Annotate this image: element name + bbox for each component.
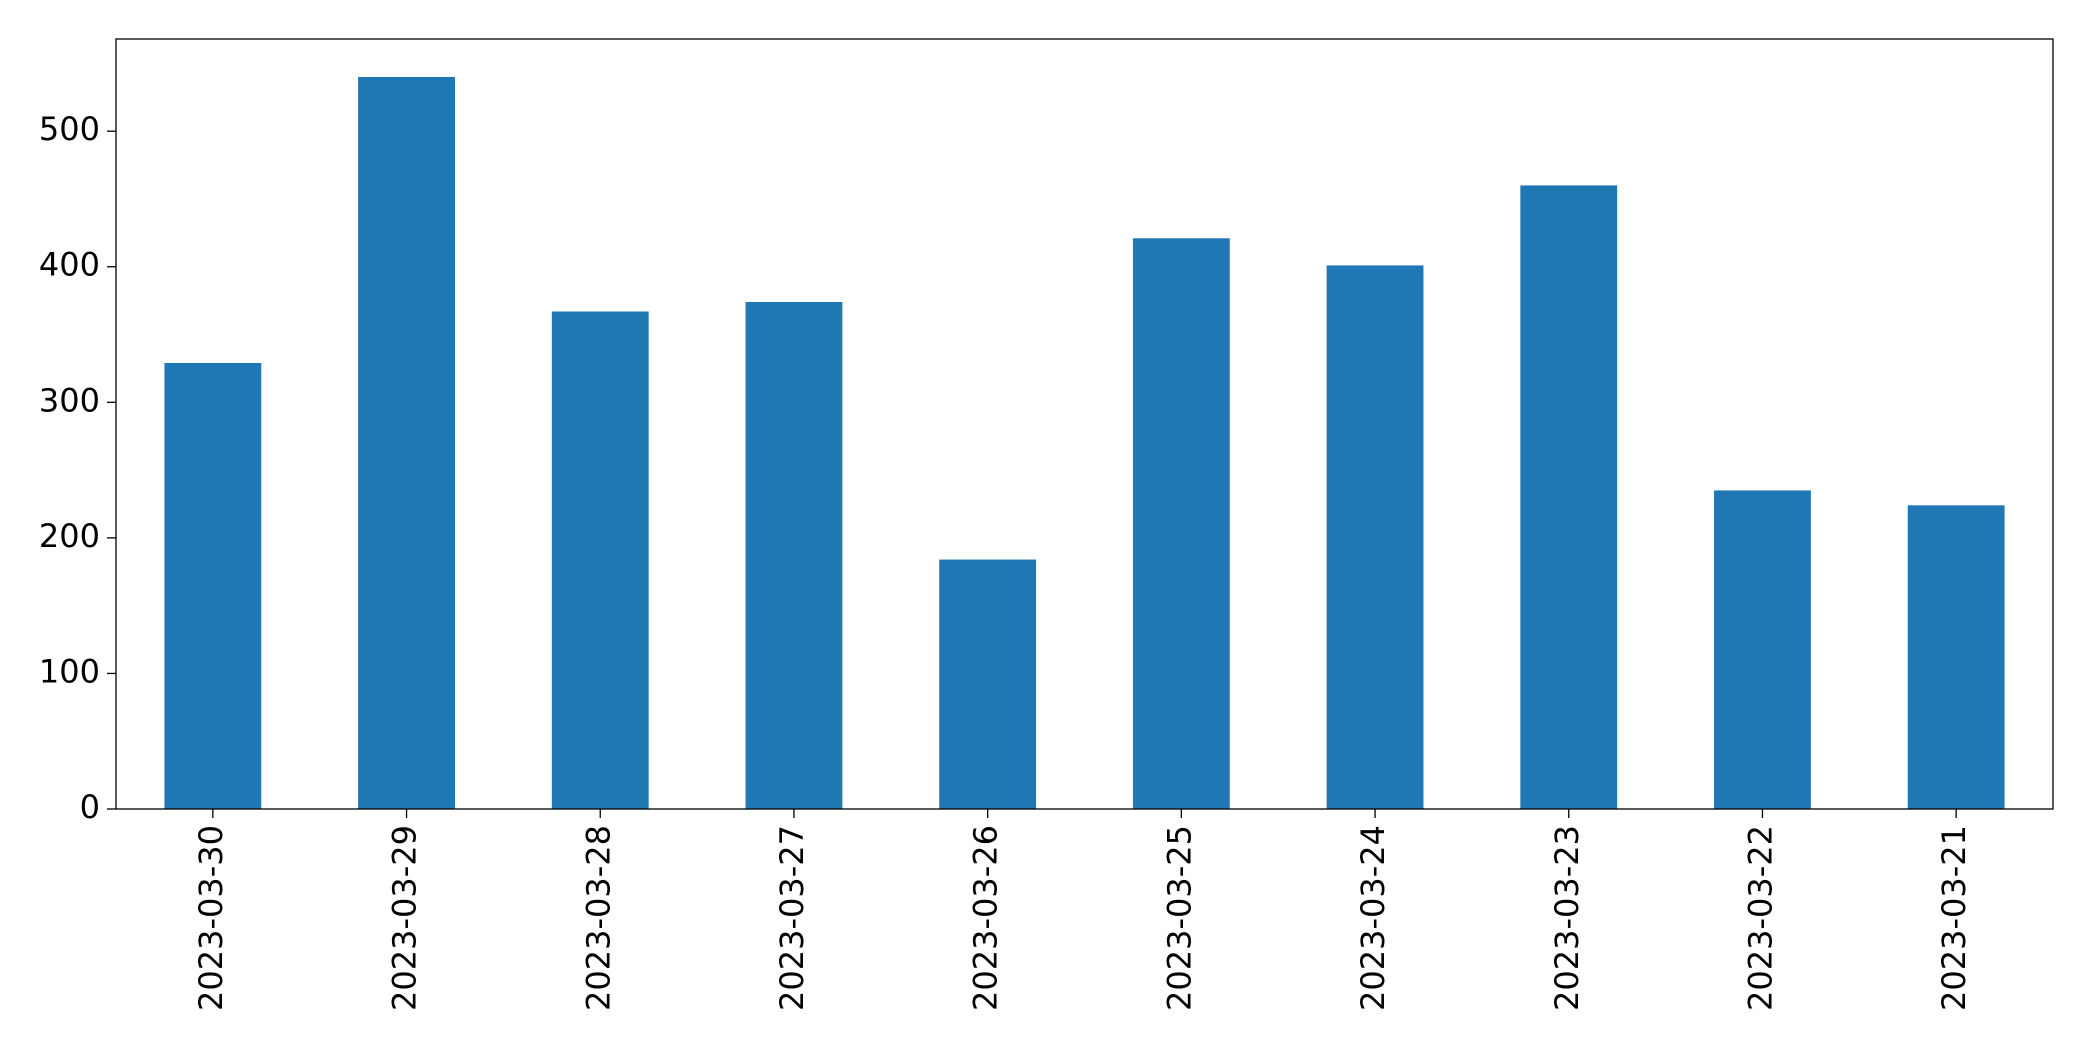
x-tick-label: 2023-03-21 bbox=[1935, 825, 1973, 1011]
bar bbox=[745, 301, 843, 809]
plot-frame bbox=[115, 38, 2054, 810]
y-tick-label: 300 bbox=[39, 381, 100, 419]
y-tick-label: 200 bbox=[39, 517, 100, 555]
x-tick-label: 2023-03-22 bbox=[1741, 825, 1779, 1011]
x-tick-label: 2023-03-26 bbox=[967, 825, 1005, 1011]
bar bbox=[551, 311, 649, 809]
y-tick-label: 100 bbox=[39, 652, 100, 690]
bar bbox=[1714, 490, 1811, 809]
bar bbox=[939, 559, 1037, 809]
bar bbox=[1907, 505, 2005, 809]
bar bbox=[358, 76, 455, 809]
x-tick-label: 2023-03-30 bbox=[192, 825, 230, 1011]
x-tick-label: 2023-03-27 bbox=[773, 825, 811, 1011]
y-tick-label: 400 bbox=[39, 246, 100, 284]
x-tick-label: 2023-03-23 bbox=[1548, 825, 1586, 1011]
y-tick-label: 500 bbox=[39, 110, 100, 148]
x-tick-label: 2023-03-29 bbox=[386, 825, 424, 1011]
x-tick-label: 2023-03-28 bbox=[579, 825, 617, 1011]
x-tick-label: 2023-03-24 bbox=[1354, 825, 1392, 1011]
y-tick-label: 0 bbox=[80, 788, 100, 826]
bar bbox=[164, 362, 262, 809]
bar bbox=[1132, 238, 1230, 809]
bar bbox=[1520, 185, 1618, 809]
bar bbox=[1326, 265, 1424, 809]
x-tick-label: 2023-03-25 bbox=[1160, 825, 1198, 1011]
